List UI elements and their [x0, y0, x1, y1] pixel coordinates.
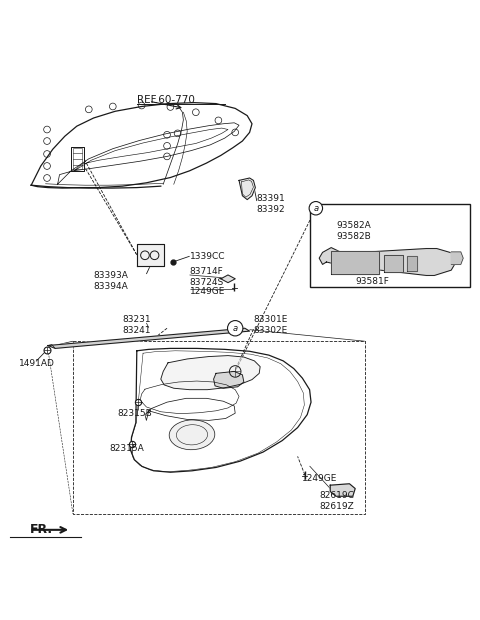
- Text: 1339CC: 1339CC: [190, 252, 225, 261]
- Polygon shape: [319, 247, 456, 275]
- Polygon shape: [221, 275, 235, 283]
- Text: 83301E
83302E: 83301E 83302E: [253, 316, 288, 335]
- Text: 93581F: 93581F: [355, 277, 389, 286]
- Text: 83391
83392: 83391 83392: [257, 194, 286, 215]
- Circle shape: [228, 321, 243, 336]
- Text: a: a: [313, 204, 318, 213]
- Text: 1491AD: 1491AD: [19, 359, 55, 368]
- Polygon shape: [384, 255, 403, 272]
- Text: FR.: FR.: [30, 523, 53, 536]
- Text: 82619C
82619Z: 82619C 82619Z: [319, 490, 354, 511]
- Text: 83231
83241: 83231 83241: [122, 316, 151, 335]
- Text: 1249GE: 1249GE: [190, 287, 225, 296]
- Polygon shape: [48, 328, 250, 348]
- Text: 82315A: 82315A: [109, 444, 144, 453]
- Polygon shape: [331, 252, 379, 273]
- Polygon shape: [239, 178, 255, 200]
- Polygon shape: [214, 371, 244, 388]
- Polygon shape: [161, 356, 260, 390]
- Text: a: a: [233, 324, 238, 333]
- Polygon shape: [451, 252, 463, 264]
- Polygon shape: [407, 256, 417, 271]
- Polygon shape: [330, 484, 355, 496]
- Text: 83714F
83724S: 83714F 83724S: [190, 267, 224, 288]
- Text: 83393A
83394A: 83393A 83394A: [94, 271, 129, 291]
- Ellipse shape: [169, 420, 215, 449]
- Text: 93582A
93582B: 93582A 93582B: [336, 221, 371, 241]
- Text: 1249GE: 1249GE: [302, 474, 338, 484]
- Text: REF.60-770: REF.60-770: [137, 95, 195, 105]
- Text: 82315B: 82315B: [118, 409, 152, 418]
- Circle shape: [309, 202, 323, 215]
- Bar: [310, 205, 470, 287]
- Polygon shape: [137, 244, 164, 266]
